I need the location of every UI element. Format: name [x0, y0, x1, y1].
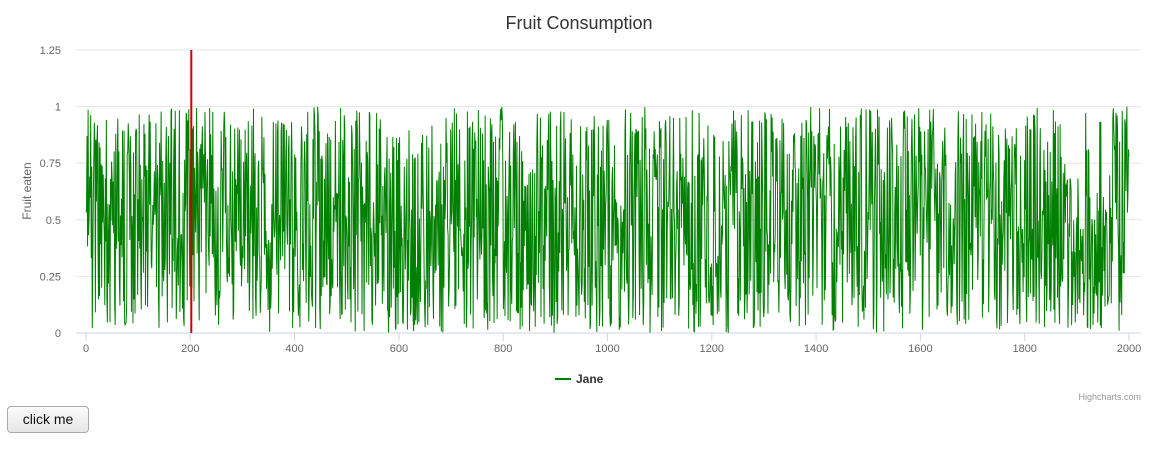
x-tick-label: 400 — [285, 343, 303, 355]
credits-link[interactable]: Highcharts.com — [1078, 392, 1141, 402]
y-tick-label: 0.5 — [46, 215, 61, 227]
legend-label-jane[interactable]: Jane — [576, 372, 604, 386]
y-tick-label: 0.25 — [40, 271, 61, 283]
x-tick-label: 1600 — [908, 343, 932, 355]
fruit-consumption-chart: Fruit Consumption Fruit eaten 0 0.25 0.5 0.… — [20, 13, 1141, 402]
x-tick-label: 1800 — [1012, 343, 1036, 355]
x-tick-label: 1200 — [700, 343, 724, 355]
x-tick-label: 1000 — [595, 343, 619, 355]
x-tick-label: 600 — [390, 343, 408, 355]
x-tick-label: 2000 — [1117, 343, 1141, 355]
y-axis-ticks: 0 0.25 0.5 0.75 1 1.25 — [40, 45, 61, 340]
x-tick-label: 800 — [494, 343, 512, 355]
y-tick-label: 1.25 — [40, 45, 61, 57]
y-tick-label: 0 — [55, 328, 61, 340]
y-tick-label: 1 — [55, 102, 61, 114]
chart-title: Fruit Consumption — [505, 13, 652, 33]
legend[interactable]: Jane — [555, 372, 604, 386]
y-tick-label: 0.75 — [40, 158, 61, 170]
chart-container: Fruit Consumption Fruit eaten 0 0.25 0.5 0.… — [20, 13, 1141, 402]
click-me-button[interactable]: click me — [7, 406, 89, 433]
x-tick-label: 200 — [181, 343, 199, 355]
series-line-jane[interactable] — [85, 106, 1130, 333]
x-axis-ticks: 0 200 400 600 800 1000 1200 1400 1600 1800 2000 — [83, 333, 1141, 355]
y-axis-title: Fruit eaten — [20, 162, 34, 219]
x-tick-label: 0 — [83, 343, 89, 355]
x-tick-label: 1400 — [804, 343, 828, 355]
